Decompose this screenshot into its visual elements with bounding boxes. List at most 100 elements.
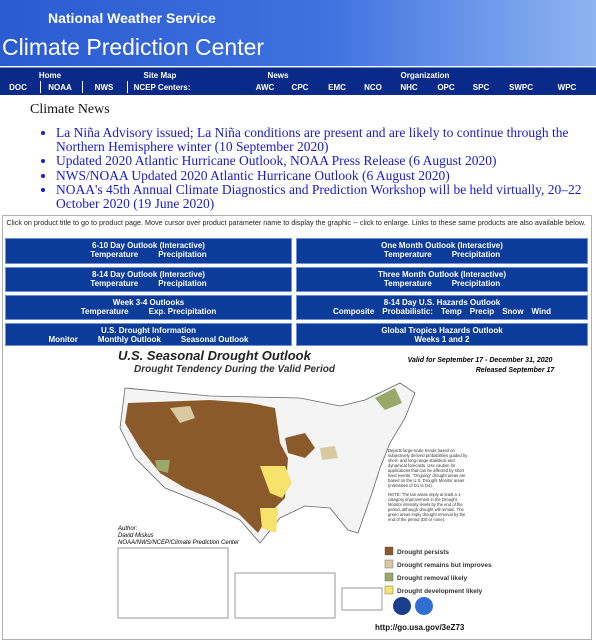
product-title[interactable]: 8-14 Day Outlook (Interactive) (92, 270, 205, 279)
product-link[interactable]: Precipitation (451, 279, 501, 288)
legend-swatch (384, 546, 394, 556)
product-link[interactable]: Temperature (383, 279, 432, 288)
news-item[interactable]: Updated 2020 Atlantic Hurricane Outlook,… (56, 154, 596, 168)
product-button: U.S. Drought Information Monitor Monthly O… (5, 323, 292, 346)
product-link[interactable]: Exp. Precipitation (148, 307, 217, 316)
product-button: Week 3-4 Outlooks Temperature Exp. Precipi… (5, 295, 292, 320)
product-link[interactable]: Monthly Outlook (97, 335, 161, 344)
header: National Weather Service Climate Predicti… (0, 0, 596, 66)
product-link[interactable]: Monitor (48, 335, 78, 344)
product-links: Temperature Precipitation (297, 250, 587, 260)
product-button: 8-14 Day Outlook (Interactive) Temperatur… (5, 267, 292, 292)
product-button: One Month Outlook (Interactive) Temperatu… (296, 238, 588, 264)
nav-link[interactable]: SWPC (509, 83, 533, 92)
product-link[interactable]: Precipitation (451, 250, 501, 259)
map-org: NOAA/NWS/NCEP/Climate Prediction Center (118, 540, 240, 546)
nav-link[interactable]: NWS (94, 83, 114, 92)
product-title[interactable]: U.S. Drought Information (100, 326, 197, 335)
product-link[interactable]: Temperature (90, 279, 139, 288)
product-links: Composite Probabilistic: Temp Precip Snow Win… (297, 307, 587, 317)
nav-link[interactable]: AWC (255, 83, 275, 92)
drought-development (260, 466, 292, 533)
product-links: Temperature Precipitation (6, 279, 291, 289)
agency-logo (393, 597, 411, 615)
product-links: Monitor Monthly Outlook Seasonal Outlook (6, 335, 291, 345)
nav-separator (40, 81, 41, 93)
product-link[interactable]: Temperature (383, 250, 432, 259)
drought-improves (170, 406, 338, 460)
map-author-label: Author: (117, 526, 138, 532)
legend-swatch (384, 585, 394, 595)
product-title[interactable]: One Month Outlook (Interactive) (381, 241, 503, 250)
news-item[interactable]: NWS/NOAA Updated 2020 Atlantic Hurricane… (56, 168, 596, 183)
map-title: U.S. Seasonal Drought Outlook (118, 348, 312, 363)
product-link[interactable]: Probabilistic: (382, 307, 433, 316)
notes: Depicts large-scale trends based on subj… (388, 448, 472, 522)
nav-link[interactable]: Home (38, 71, 62, 80)
product-title[interactable]: Global Tropics Hazards Outlook (381, 326, 503, 335)
news-item[interactable]: NOAA's 45th Annual Climate Diagnostics a… (56, 182, 596, 211)
product-link[interactable]: Composite (332, 307, 375, 316)
nav-link[interactable]: Organization (400, 71, 450, 80)
product-title[interactable]: Week 3-4 Outlooks (112, 298, 185, 307)
product-title[interactable]: 8-14 Day U.S. Hazards Outlook (383, 298, 501, 307)
product-link[interactable]: Temperature (90, 250, 139, 259)
map-notes: Depicts large-scale trends based on subj… (388, 448, 472, 522)
nav-link[interactable]: OPC (437, 83, 455, 92)
product-button: Three Month Outlook (Interactive) Tempera… (296, 267, 588, 292)
product-link[interactable]: Temperature (80, 307, 129, 316)
product-links: Temperature Precipitation (6, 250, 291, 260)
product-links: Temperature Precipitation (297, 279, 587, 289)
nav-link[interactable]: WPC (557, 83, 577, 92)
news-item[interactable]: La Niña Advisory issued; La Niña conditi… (56, 125, 596, 154)
product-button: Global Tropics Hazards Outlook Weeks 1 an… (296, 323, 588, 346)
news-heading: Climate News (30, 102, 110, 117)
nav-link[interactable]: News (267, 71, 289, 80)
product-link[interactable]: Wind (531, 307, 552, 316)
legend-label: Drought remains but improves (397, 562, 492, 569)
product-link[interactable]: Precipitation (158, 250, 207, 259)
nav-link[interactable]: CPC (291, 83, 309, 92)
legend-label: Drought persists (397, 549, 449, 556)
nav-separator (82, 81, 83, 93)
legend-swatch (384, 572, 394, 582)
product-button: 6-10 Day Outlook (Interactive) Temperatur… (5, 238, 292, 264)
product-link[interactable]: Precipitation (158, 279, 207, 288)
product-link[interactable]: Seasonal Outlook (180, 335, 249, 344)
site-title[interactable]: Climate Prediction Center (2, 34, 265, 60)
nav-link[interactable]: NCEP Centers: (133, 83, 191, 92)
product-title[interactable]: Three Month Outlook (Interactive) (377, 270, 506, 279)
nav-link[interactable]: NHC (400, 83, 418, 92)
puerto-rico-inset (341, 587, 383, 611)
alaska-inset (117, 547, 229, 619)
drought-persists (125, 400, 288, 533)
map-released: Released September 17 (476, 367, 556, 374)
nav-link[interactable]: EMC (328, 83, 346, 92)
product-links: Weeks 1 and 2 (297, 335, 587, 345)
legend-swatch (384, 559, 394, 569)
product-link[interactable]: Precip (469, 307, 495, 316)
map-url: http://go.usa.gov/3eZ73 (375, 623, 465, 632)
product-link[interactable]: Temp (440, 307, 462, 316)
agency-name[interactable]: National Weather Service (48, 10, 216, 26)
product-link[interactable]: Weeks 1 and 2 (414, 335, 470, 344)
legend-label: Drought removal likely (397, 575, 467, 582)
map-note: NOTE: The tan areas imply at least a 1-c… (388, 492, 466, 522)
nav-link[interactable]: SPC (472, 83, 490, 92)
nav-link[interactable]: Site Map (143, 71, 177, 80)
product-button: 8-14 Day U.S. Hazards Outlook Composite Pr… (296, 295, 588, 320)
hawaii-inset (234, 572, 336, 619)
nav-link[interactable]: NCO (364, 83, 382, 92)
products-intro: Click on product title to go to product … (6, 218, 586, 227)
map-subtitle: Drought Tendency During the Valid Period (134, 364, 336, 375)
news-list: La Niña Advisory issued; La Niña conditi… (38, 125, 596, 211)
nav-link[interactable]: DOC (9, 83, 27, 92)
agency-logo (415, 597, 433, 615)
legend-label: Drought development likely (397, 588, 483, 595)
product-link[interactable]: Snow (502, 307, 524, 316)
product-title[interactable]: 6-10 Day Outlook (Interactive) (92, 241, 205, 250)
nav-link[interactable]: NOAA (48, 83, 72, 92)
nav-separator (127, 81, 128, 93)
map-author: David Miskus (118, 533, 154, 539)
